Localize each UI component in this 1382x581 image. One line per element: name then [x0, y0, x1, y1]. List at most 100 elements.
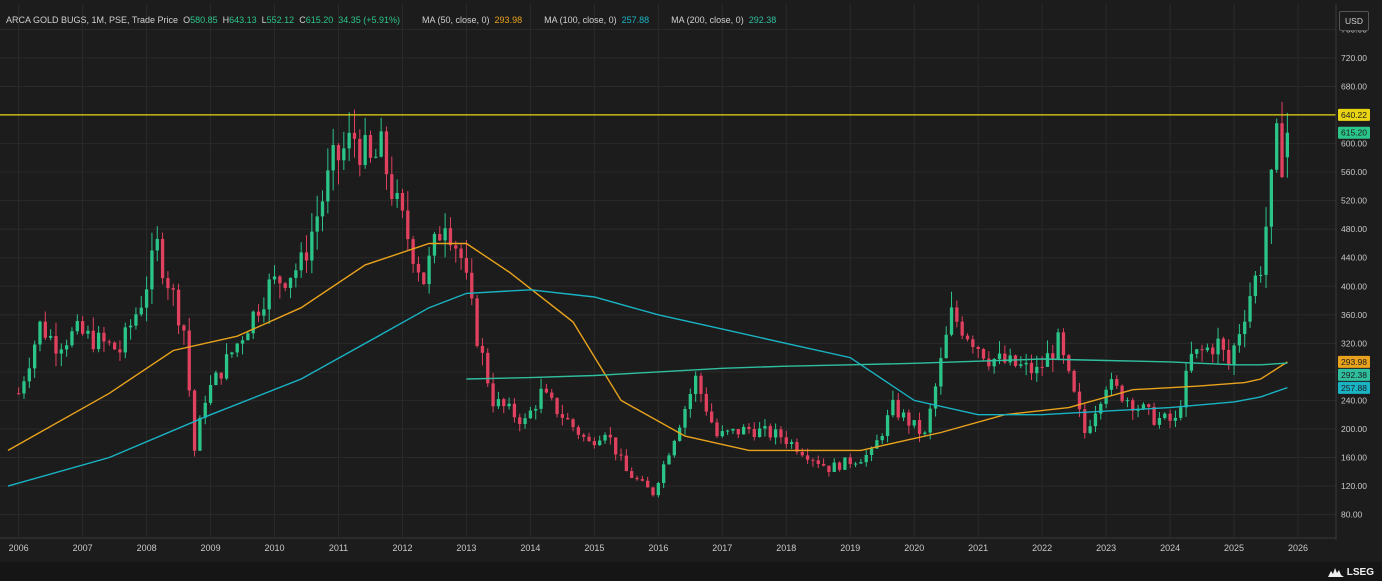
candle-body	[875, 440, 879, 449]
candle-body	[17, 393, 21, 395]
candle-body	[1221, 338, 1226, 350]
candle-body	[1216, 338, 1220, 355]
candle-body	[443, 228, 447, 241]
candle-body	[1099, 403, 1103, 414]
candle-body	[544, 388, 549, 393]
candle-body	[640, 479, 644, 481]
lseg-icon	[1327, 568, 1344, 577]
candle-body	[459, 248, 463, 258]
candle-body	[992, 358, 996, 367]
candle-body	[960, 321, 964, 336]
candle-body	[230, 352, 234, 355]
candle-body	[608, 434, 613, 438]
candle-body	[1024, 362, 1028, 365]
time-tick-label: 2018	[776, 543, 796, 553]
candle-body	[747, 426, 751, 430]
candle-body	[550, 392, 554, 398]
time-tick-label: 2024	[1160, 543, 1180, 553]
brand-name: LSEG	[1346, 566, 1374, 578]
candle-body	[219, 372, 223, 379]
candle-body	[987, 358, 991, 367]
candle-body	[512, 403, 517, 418]
candle-body	[33, 344, 37, 369]
price-tick-label: 400.00	[1341, 281, 1367, 291]
candle-body	[1077, 391, 1082, 410]
candle-body	[363, 135, 367, 166]
brand-logo: LSEG	[1327, 566, 1374, 578]
time-tick-label: 2025	[1224, 543, 1244, 553]
candle-body	[614, 437, 618, 455]
ma-price-tag: 293.98	[1341, 357, 1367, 367]
candle-body	[299, 252, 303, 271]
candle-body	[480, 345, 485, 353]
candle-body	[667, 455, 671, 465]
low-value: 552.12	[266, 15, 295, 25]
candle-body	[789, 442, 794, 445]
candle-body	[1141, 404, 1146, 409]
candle-body	[635, 477, 639, 480]
candle-body	[1269, 169, 1274, 227]
candle-body	[214, 372, 218, 386]
candle-body	[651, 487, 655, 496]
time-tick-label: 2010	[265, 543, 285, 553]
candle-body	[283, 283, 287, 288]
high-value: 643.13	[229, 15, 257, 25]
candle-body	[1035, 366, 1039, 374]
candle-body	[901, 412, 906, 418]
candle-body	[869, 448, 874, 455]
candle-body	[1013, 355, 1018, 366]
price-tick-label: 600.00	[1341, 139, 1367, 149]
candle-body	[395, 192, 399, 199]
candle-body	[107, 341, 111, 343]
candle-body	[1253, 275, 1258, 297]
time-tick-label: 2006	[9, 543, 29, 553]
candle-body	[91, 330, 95, 350]
candle-body	[208, 385, 213, 403]
candle-body	[1040, 366, 1044, 368]
candle-body	[336, 145, 341, 161]
candle-body	[1115, 379, 1119, 386]
time-tick-label: 2016	[648, 543, 668, 553]
candle-body	[1285, 132, 1290, 158]
candle-body	[176, 289, 181, 326]
time-tick-label: 2011	[329, 543, 348, 553]
candle-body	[539, 388, 543, 409]
candle-body	[1056, 332, 1060, 360]
candle-body	[368, 135, 373, 158]
chart-legend: ARCA GOLD BUGS, 1M, PSE, Trade Price O 58…	[6, 12, 776, 28]
candle-body	[454, 245, 458, 249]
candle-body	[1109, 379, 1114, 390]
candle-body	[1179, 407, 1183, 418]
candle-body	[619, 454, 623, 456]
time-tick-label: 2019	[840, 543, 860, 553]
candle-body	[262, 309, 266, 316]
candle-body	[827, 465, 831, 473]
close-label: C	[299, 15, 306, 25]
price-tick-label: 440.00	[1341, 253, 1367, 263]
close-value: 615.20	[305, 15, 334, 25]
candle-body	[256, 311, 261, 316]
candle-body	[464, 257, 469, 273]
candle-body	[699, 375, 703, 394]
candle-body	[75, 321, 79, 332]
price-tick-label: 680.00	[1341, 81, 1367, 91]
candle-body	[704, 393, 708, 412]
candle-body	[1237, 334, 1242, 346]
time-tick-label: 2008	[137, 543, 157, 553]
footer-bar	[0, 562, 1382, 581]
candle-body	[438, 234, 442, 241]
candle-body	[1200, 349, 1204, 351]
currency-selector[interactable]: USD	[1339, 11, 1369, 31]
candle-body	[166, 278, 170, 289]
candle-body	[805, 455, 810, 460]
candle-body	[358, 138, 362, 166]
time-tick-label: 2022	[1032, 543, 1052, 553]
candle-body	[944, 334, 948, 359]
candle-body	[139, 307, 143, 315]
candle-body	[560, 414, 565, 418]
candle-body	[587, 436, 591, 442]
candle-body	[582, 434, 586, 437]
price-tick-label: 200.00	[1341, 424, 1367, 434]
price-tick-label: 80.00	[1341, 510, 1363, 520]
